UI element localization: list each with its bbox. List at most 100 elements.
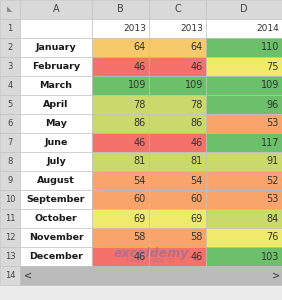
- Text: April: April: [43, 100, 69, 109]
- Bar: [206, 190, 282, 209]
- Text: January: January: [36, 43, 76, 52]
- Bar: [206, 57, 282, 76]
- Bar: [0, 0, 20, 19]
- Bar: [92, 19, 149, 38]
- Bar: [206, 114, 282, 133]
- Text: 103: 103: [261, 251, 279, 262]
- Bar: [0, 209, 20, 228]
- Text: 78: 78: [191, 100, 203, 110]
- Text: March: March: [39, 81, 72, 90]
- Bar: [92, 228, 149, 247]
- Bar: [92, 190, 149, 209]
- Text: 96: 96: [267, 100, 279, 110]
- Bar: [149, 247, 206, 266]
- Bar: [149, 171, 206, 190]
- Text: 46: 46: [191, 137, 203, 148]
- Bar: [0, 228, 20, 247]
- Bar: [149, 76, 206, 95]
- Text: ◣: ◣: [7, 7, 13, 13]
- Text: 109: 109: [261, 80, 279, 91]
- Bar: [0, 95, 20, 114]
- Bar: [20, 266, 282, 285]
- Text: 53: 53: [266, 194, 279, 205]
- Text: 4: 4: [7, 81, 13, 90]
- Bar: [206, 133, 282, 152]
- Text: October: October: [35, 214, 77, 223]
- Bar: [206, 209, 282, 228]
- Bar: [92, 0, 149, 19]
- Bar: [92, 209, 149, 228]
- Text: November: November: [29, 233, 83, 242]
- Bar: [92, 247, 149, 266]
- Text: 13: 13: [5, 252, 15, 261]
- Bar: [0, 133, 20, 152]
- Text: 11: 11: [5, 214, 15, 223]
- Text: 46: 46: [191, 61, 203, 71]
- Bar: [20, 152, 92, 171]
- Bar: [149, 95, 206, 114]
- Text: 117: 117: [261, 137, 279, 148]
- Text: 10: 10: [5, 195, 15, 204]
- Text: 46: 46: [134, 137, 146, 148]
- Bar: [149, 19, 206, 38]
- Text: 86: 86: [134, 118, 146, 128]
- Bar: [92, 114, 149, 133]
- Bar: [92, 152, 149, 171]
- Text: 69: 69: [191, 214, 203, 224]
- Text: 58: 58: [191, 232, 203, 242]
- Bar: [149, 152, 206, 171]
- Text: May: May: [45, 119, 67, 128]
- Bar: [0, 76, 20, 95]
- Text: 52: 52: [266, 176, 279, 185]
- Bar: [20, 57, 92, 76]
- Text: 2: 2: [7, 43, 13, 52]
- Bar: [206, 38, 282, 57]
- Text: February: February: [32, 62, 80, 71]
- Text: 109: 109: [185, 80, 203, 91]
- Bar: [206, 95, 282, 114]
- Text: September: September: [27, 195, 85, 204]
- Text: 91: 91: [267, 157, 279, 166]
- Text: <: <: [24, 271, 32, 281]
- Bar: [0, 38, 20, 57]
- Text: 2014: 2014: [256, 24, 279, 33]
- Text: June: June: [44, 138, 68, 147]
- Bar: [149, 228, 206, 247]
- Bar: [20, 190, 92, 209]
- Bar: [20, 95, 92, 114]
- Text: 64: 64: [191, 43, 203, 52]
- Text: 78: 78: [134, 100, 146, 110]
- Text: 9: 9: [7, 176, 13, 185]
- Text: exceldemy: exceldemy: [113, 247, 189, 260]
- Text: 53: 53: [266, 118, 279, 128]
- Text: 60: 60: [191, 194, 203, 205]
- Bar: [20, 228, 92, 247]
- Text: 109: 109: [128, 80, 146, 91]
- Bar: [92, 38, 149, 57]
- Bar: [0, 152, 20, 171]
- Text: B: B: [117, 4, 124, 14]
- Bar: [0, 266, 20, 285]
- Text: 5: 5: [7, 100, 13, 109]
- Text: 86: 86: [191, 118, 203, 128]
- Text: 69: 69: [134, 214, 146, 224]
- Text: 1: 1: [7, 24, 13, 33]
- Bar: [206, 19, 282, 38]
- Text: A: A: [53, 4, 59, 14]
- Text: 46: 46: [134, 251, 146, 262]
- Bar: [206, 247, 282, 266]
- Text: 46: 46: [134, 61, 146, 71]
- Bar: [206, 0, 282, 19]
- Text: 60: 60: [134, 194, 146, 205]
- Bar: [20, 133, 92, 152]
- Bar: [92, 95, 149, 114]
- Bar: [206, 228, 282, 247]
- Bar: [0, 57, 20, 76]
- Text: 58: 58: [134, 232, 146, 242]
- Text: 2013: 2013: [180, 24, 203, 33]
- Text: 2013: 2013: [123, 24, 146, 33]
- Text: 54: 54: [134, 176, 146, 185]
- Bar: [20, 209, 92, 228]
- Text: August: August: [37, 176, 75, 185]
- Text: 81: 81: [191, 157, 203, 166]
